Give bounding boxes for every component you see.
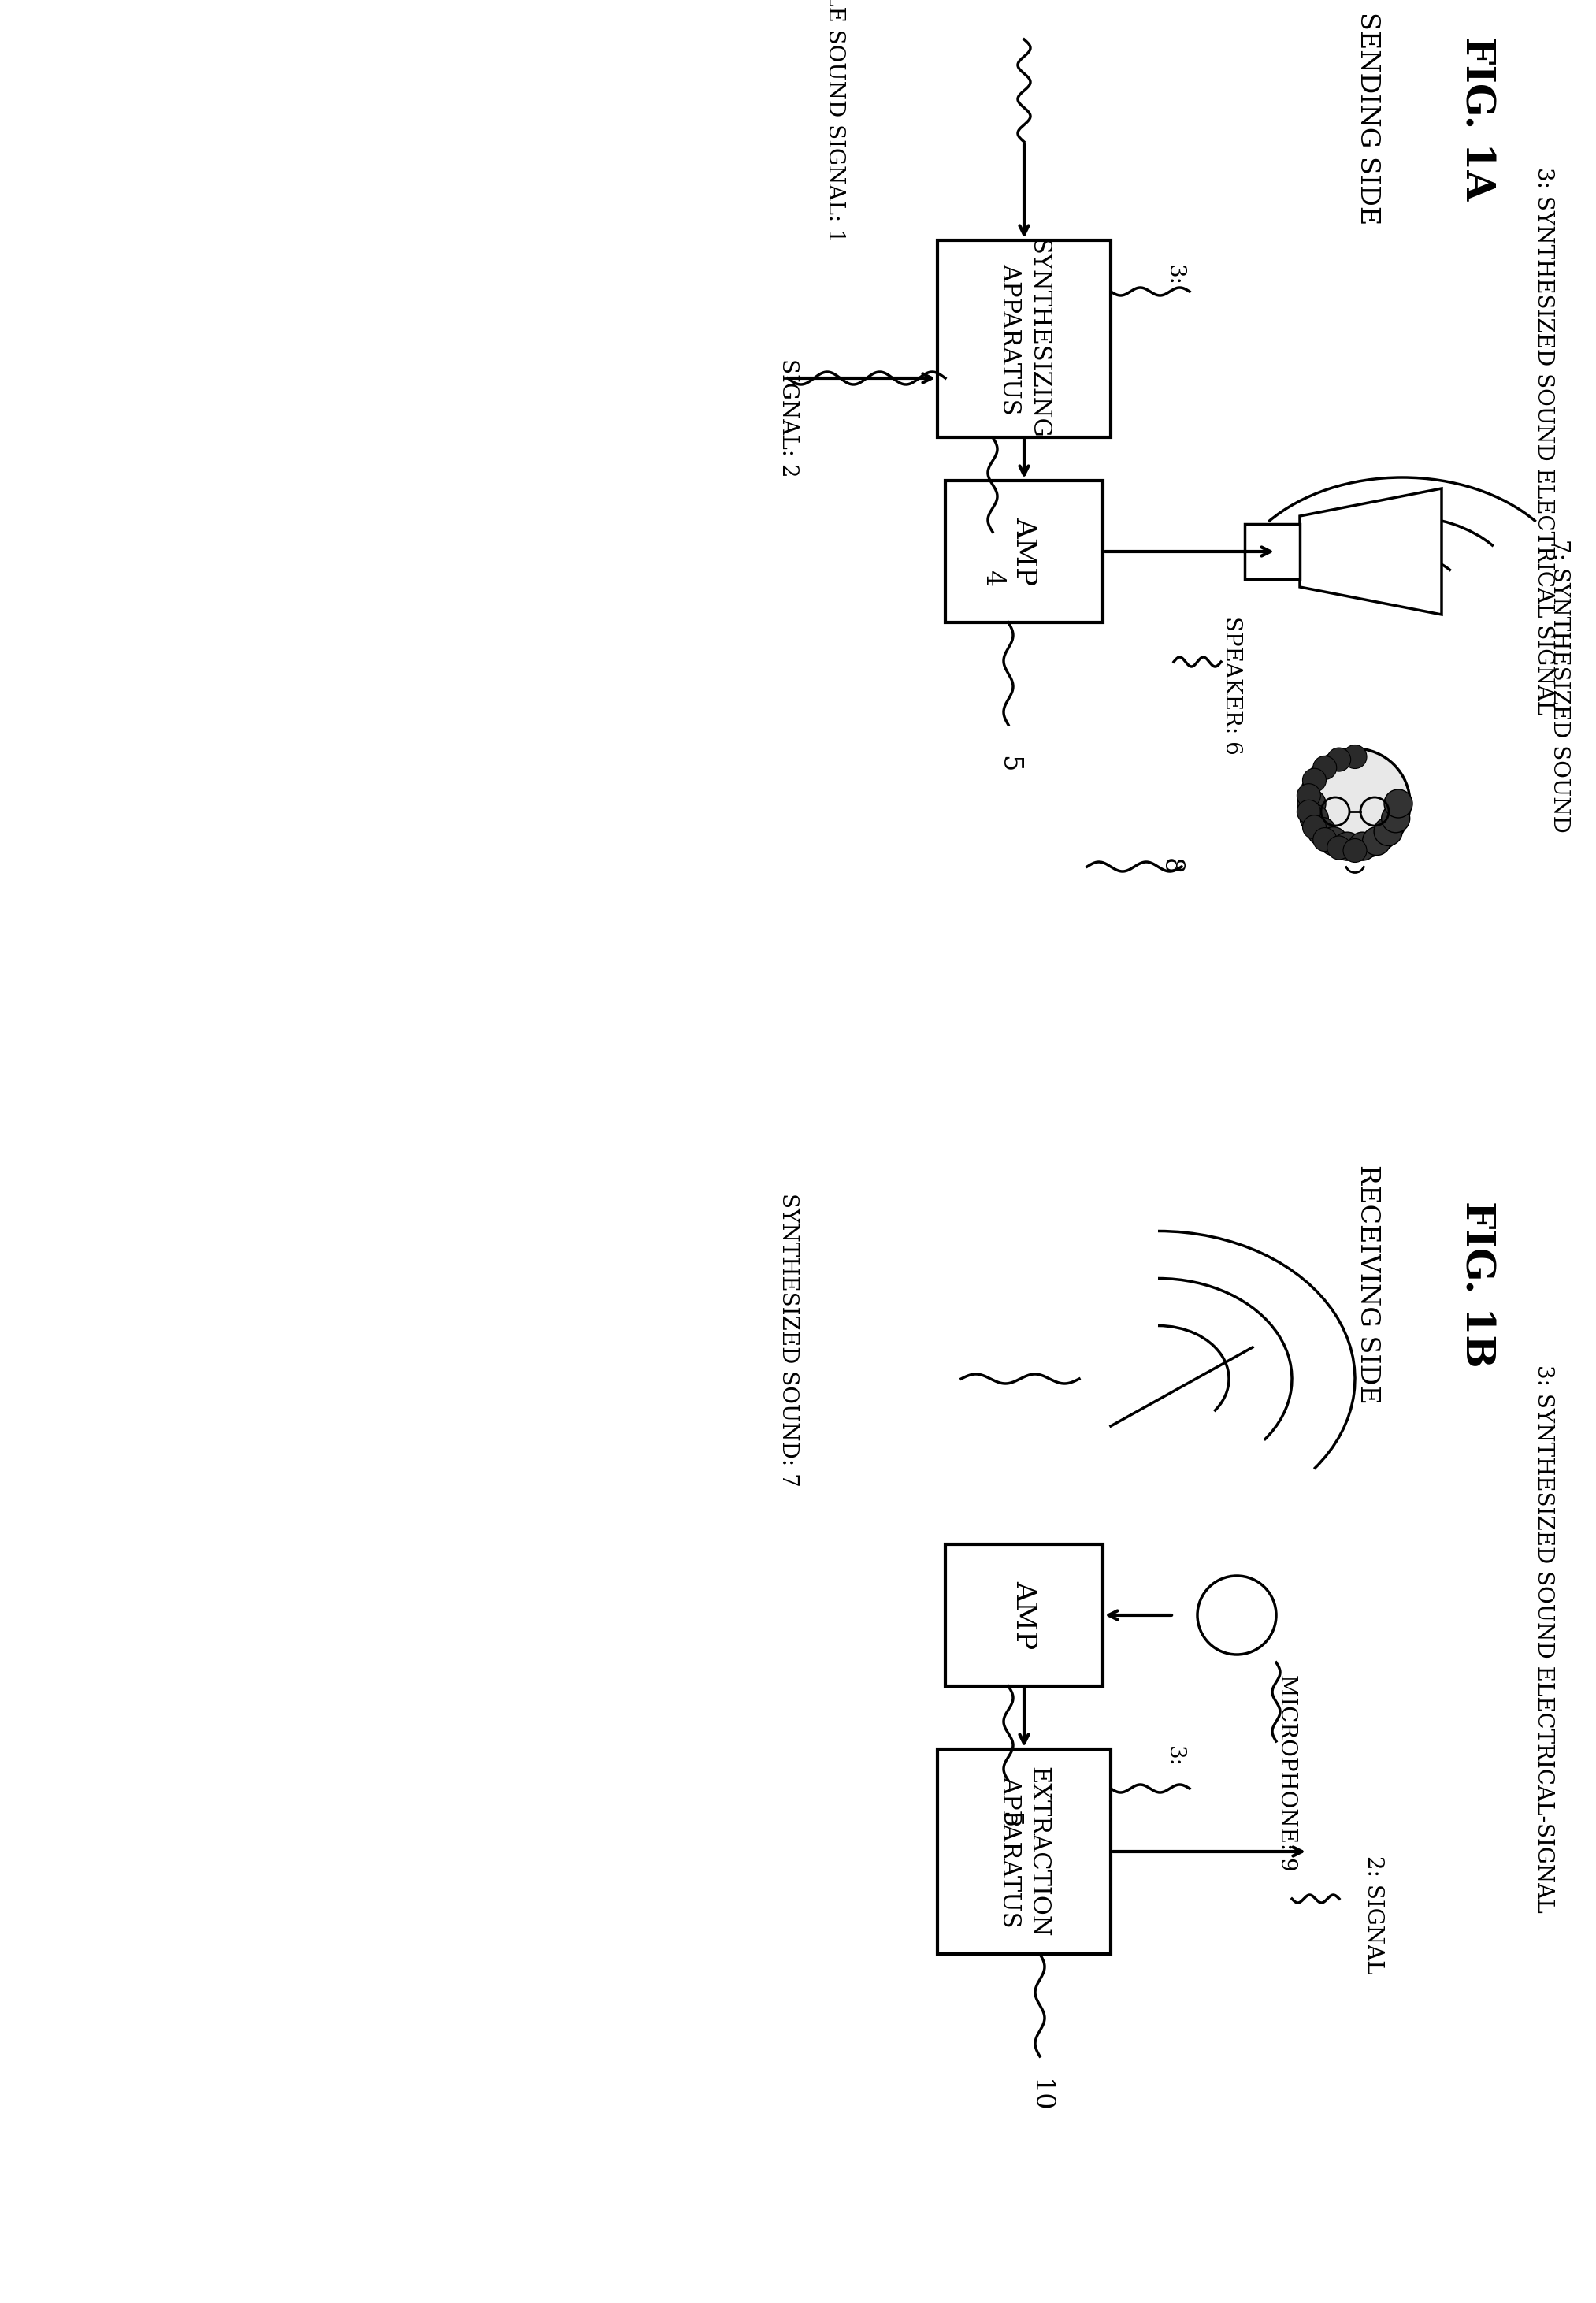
Circle shape — [1344, 744, 1366, 769]
Circle shape — [1307, 818, 1336, 845]
Circle shape — [1299, 748, 1411, 859]
Circle shape — [1333, 831, 1361, 861]
Text: 7: SYNTHESIZED SOUND: 7: SYNTHESIZED SOUND — [1550, 539, 1570, 831]
Circle shape — [1302, 815, 1326, 838]
Text: SIGNAL: 2: SIGNAL: 2 — [777, 359, 798, 477]
Circle shape — [1314, 827, 1336, 852]
Circle shape — [1328, 748, 1350, 772]
Text: EXTRACTION
APPARATUS: EXTRACTION APPARATUS — [998, 1766, 1050, 1937]
Text: AUDIBLE SOUND SIGNAL: 1: AUDIBLE SOUND SIGNAL: 1 — [825, 0, 846, 242]
Circle shape — [1349, 831, 1377, 861]
Polygon shape — [945, 481, 1103, 622]
Circle shape — [1363, 827, 1390, 854]
Text: 3: SYNTHESIZED SOUND ELECTRICAL SIGNAL: 3: SYNTHESIZED SOUND ELECTRICAL SIGNAL — [1534, 168, 1555, 714]
Circle shape — [1298, 799, 1320, 824]
Polygon shape — [1299, 488, 1441, 615]
Circle shape — [1298, 783, 1320, 808]
Text: SYNTHESIZING
APPARATUS: SYNTHESIZING APPARATUS — [998, 240, 1050, 440]
Circle shape — [1302, 769, 1326, 792]
Text: FIG. 1A: FIG. 1A — [1457, 37, 1495, 200]
Circle shape — [1328, 836, 1350, 859]
Circle shape — [1314, 755, 1336, 778]
Text: 5: 5 — [996, 755, 1021, 774]
Text: AMP: AMP — [1010, 1580, 1037, 1649]
Circle shape — [1320, 827, 1347, 854]
Text: MICROPHONE: 9: MICROPHONE: 9 — [1277, 1674, 1298, 1870]
Text: FIG. 1B: FIG. 1B — [1457, 1200, 1495, 1368]
Text: SPEAKER: 6: SPEAKER: 6 — [1221, 617, 1242, 755]
Circle shape — [1298, 790, 1326, 818]
Circle shape — [1374, 818, 1403, 845]
Text: SENDING SIDE: SENDING SIDE — [1355, 12, 1381, 226]
Text: 4: 4 — [980, 571, 1005, 587]
Polygon shape — [937, 240, 1111, 438]
Text: 3: SYNTHESIZED SOUND ELECTRICAL-SIGNAL: 3: SYNTHESIZED SOUND ELECTRICAL-SIGNAL — [1534, 1366, 1555, 1914]
Circle shape — [1384, 790, 1412, 818]
Text: RECEIVING SIDE: RECEIVING SIDE — [1355, 1165, 1381, 1405]
Text: 2: SIGNAL: 2: SIGNAL — [1363, 1856, 1384, 1974]
Text: 5: 5 — [996, 1812, 1021, 1829]
Circle shape — [1301, 804, 1328, 834]
Text: 3:: 3: — [1163, 1746, 1184, 1769]
Polygon shape — [945, 1545, 1103, 1686]
Text: SYNTHESIZED SOUND: 7: SYNTHESIZED SOUND: 7 — [777, 1193, 798, 1485]
Polygon shape — [937, 1748, 1111, 1953]
Text: 10: 10 — [1028, 2080, 1052, 2112]
Polygon shape — [1245, 525, 1299, 578]
Text: 8: 8 — [1159, 859, 1183, 875]
Text: 3:: 3: — [1163, 265, 1184, 286]
Circle shape — [1382, 804, 1409, 834]
Text: AMP: AMP — [1010, 518, 1037, 585]
Circle shape — [1344, 838, 1366, 861]
